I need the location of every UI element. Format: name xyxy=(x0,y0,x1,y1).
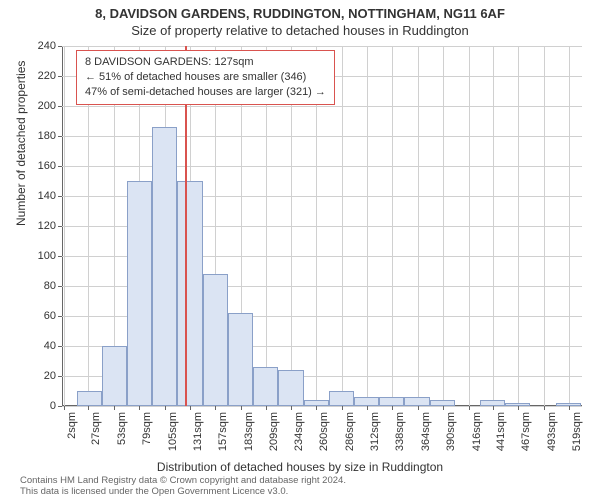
x-tick-label: 53sqm xyxy=(114,406,128,445)
x-axis-label: Distribution of detached houses by size … xyxy=(0,460,600,474)
y-tick-label: 140 xyxy=(38,190,56,202)
x-tick-label: 364sqm xyxy=(418,406,432,451)
x-tick-label: 493sqm xyxy=(544,406,558,451)
histogram-bar xyxy=(304,400,329,406)
histogram-bar xyxy=(354,397,379,406)
x-tick-label: 312sqm xyxy=(367,406,381,451)
y-tick-label: 80 xyxy=(44,280,56,292)
y-tick-label: 240 xyxy=(38,40,56,52)
histogram-bar xyxy=(77,391,102,406)
y-tick-mark xyxy=(58,316,62,317)
chart-subtitle: Size of property relative to detached ho… xyxy=(0,21,600,38)
y-tick-label: 220 xyxy=(38,70,56,82)
y-tick-mark xyxy=(58,166,62,167)
y-tick-mark xyxy=(58,346,62,347)
x-tick-label: 234sqm xyxy=(291,406,305,451)
callout-line: ← 51% of detached houses are smaller (34… xyxy=(85,70,326,85)
x-tick-label: 441sqm xyxy=(493,406,507,451)
x-tick-label: 416sqm xyxy=(469,406,483,451)
x-tick-label: 209sqm xyxy=(266,406,280,451)
footer-attribution: Contains HM Land Registry data © Crown c… xyxy=(20,476,346,498)
y-tick-label: 160 xyxy=(38,160,56,172)
histogram-bar xyxy=(480,400,505,406)
x-tick-label: 131sqm xyxy=(190,406,204,451)
x-tick-label: 105sqm xyxy=(165,406,179,451)
gridline-v xyxy=(64,46,65,406)
gridline-v xyxy=(544,46,545,406)
y-tick-label: 60 xyxy=(44,310,56,322)
x-tick-label: 338sqm xyxy=(392,406,406,451)
y-tick-label: 120 xyxy=(38,220,56,232)
y-tick-mark xyxy=(58,406,62,407)
y-tick-label: 20 xyxy=(44,370,56,382)
y-tick-mark xyxy=(58,46,62,47)
y-tick-label: 40 xyxy=(44,340,56,352)
histogram-bar xyxy=(278,370,303,406)
y-tick-label: 200 xyxy=(38,100,56,112)
x-tick-label: 260sqm xyxy=(316,406,330,451)
histogram-bar xyxy=(152,127,177,406)
histogram-bar xyxy=(203,274,228,406)
histogram-bar xyxy=(228,313,253,406)
callout-line: 8 DAVIDSON GARDENS: 127sqm xyxy=(85,55,326,70)
histogram-bar xyxy=(102,346,127,406)
histogram-bar xyxy=(253,367,278,406)
footer-line: This data is licensed under the Open Gov… xyxy=(20,487,346,498)
gridline-v xyxy=(367,46,368,406)
y-tick-mark xyxy=(58,136,62,137)
x-tick-label: 183sqm xyxy=(241,406,255,451)
gridline-v xyxy=(518,46,519,406)
x-tick-label: 467sqm xyxy=(518,406,532,451)
gridline-v xyxy=(493,46,494,406)
x-tick-label: 157sqm xyxy=(215,406,229,451)
callout-line: 47% of semi-detached houses are larger (… xyxy=(85,85,326,100)
gridline-v xyxy=(342,46,343,406)
x-tick-label: 286sqm xyxy=(342,406,356,451)
gridline-v xyxy=(443,46,444,406)
gridline-v xyxy=(569,46,570,406)
y-tick-mark xyxy=(58,226,62,227)
y-tick-label: 100 xyxy=(38,250,56,262)
histogram-bar xyxy=(329,391,354,406)
y-tick-mark xyxy=(58,376,62,377)
histogram-bar xyxy=(556,403,581,406)
x-tick-label: 390sqm xyxy=(443,406,457,451)
histogram-bar xyxy=(404,397,429,406)
histogram-bar xyxy=(177,181,202,406)
histogram-bar xyxy=(127,181,152,406)
y-tick-label: 180 xyxy=(38,130,56,142)
callout-box: 8 DAVIDSON GARDENS: 127sqm← 51% of detac… xyxy=(76,50,335,105)
x-tick-label: 519sqm xyxy=(569,406,583,451)
x-tick-label: 2sqm xyxy=(64,406,78,439)
histogram-bar xyxy=(505,403,530,406)
chart-container: 8, DAVIDSON GARDENS, RUDDINGTON, NOTTING… xyxy=(0,0,600,500)
x-tick-label: 27sqm xyxy=(88,406,102,445)
histogram-bar xyxy=(379,397,404,406)
gridline-v xyxy=(418,46,419,406)
gridline-v xyxy=(392,46,393,406)
x-tick-label: 79sqm xyxy=(139,406,153,445)
y-tick-mark xyxy=(58,106,62,107)
y-tick-label: 0 xyxy=(50,400,56,412)
gridline-v xyxy=(469,46,470,406)
y-tick-mark xyxy=(58,76,62,77)
histogram-bar xyxy=(430,400,455,406)
y-tick-mark xyxy=(58,196,62,197)
y-tick-mark xyxy=(58,256,62,257)
plot-area: 0204060801001201401601802002202402sqm27s… xyxy=(62,46,582,406)
chart-title: 8, DAVIDSON GARDENS, RUDDINGTON, NOTTING… xyxy=(0,0,600,21)
y-axis-label: Number of detached properties xyxy=(14,61,28,226)
y-tick-mark xyxy=(58,286,62,287)
